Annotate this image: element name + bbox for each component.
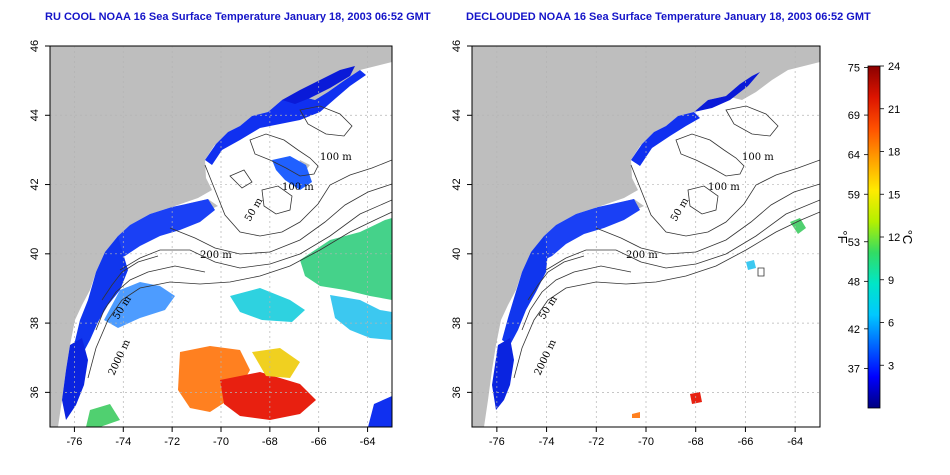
right-x-tick-label: -74: [539, 436, 555, 448]
right-east-green-sst: [790, 218, 806, 234]
right-sne-shelf-sst: [540, 199, 640, 262]
left-x-tick-label: -72: [164, 436, 180, 448]
colorbar-fahrenheit-tick-label: 64: [848, 150, 860, 162]
left-y-tick-label: 42: [29, 178, 41, 190]
colorbar-celsius-tick-label: 12: [888, 232, 900, 244]
right-x-tick-label: -72: [588, 436, 604, 448]
colorbar: 24 21 18 15 12 9 6 3 75 69 64 59 53 48 42 37 °F °C: [835, 61, 915, 409]
right-map-panel: 100 m 100 m 50 m 200 m 50 m 2000 m -76 -7…: [451, 40, 821, 448]
right-chesapeake-sst: [492, 338, 514, 410]
colorbar-celsius-tick-label: 24: [888, 61, 900, 73]
colorbar-fahrenheit-tick-label: 59: [848, 189, 860, 201]
left-chesapeake-sst: [62, 338, 88, 420]
left-grid: [50, 46, 392, 427]
left-gulfstream-red-sst: [220, 372, 316, 420]
right-gulf-of-maine-sst: [631, 112, 700, 166]
colorbar-celsius-tick-label: 18: [888, 147, 900, 159]
colorbar-celsius-label: °C: [900, 230, 915, 245]
right-y-tick-label: 42: [451, 178, 463, 190]
right-axes: -76 -74 -72 -70 -68 -66 -64 36 38 40 42 44 46: [451, 40, 803, 448]
right-east-cyan-sst: [746, 260, 756, 270]
left-axes: -76 -74 -72 -70 -68 -66 -64 36 38 40 42 44 46: [29, 40, 376, 448]
right-y-tick-label: 46: [451, 40, 463, 52]
left-slope-cyan-sst: [230, 288, 305, 322]
colorbar-fahrenheit-tick-label: 69: [848, 110, 860, 122]
right-x-tick-label: -70: [638, 436, 654, 448]
left-panel-title: RU COOL NOAA 16 Sea Surface Temperature …: [45, 11, 431, 23]
left-x-tick-label: -64: [360, 436, 376, 448]
right-contour-label-100m-a: 100 m: [742, 152, 774, 163]
right-bay-of-fundy-sst: [694, 72, 760, 112]
right-y-tick-label: 36: [451, 386, 463, 398]
right-y-tick-label: 40: [451, 248, 463, 260]
left-y-tick-label: 46: [29, 40, 41, 52]
left-map-panel: 100 m 100 m 50 m 200 m 50 m 2000 m -76 -7…: [29, 40, 393, 448]
left-x-tick-label: -76: [66, 436, 82, 448]
right-grid: [472, 46, 820, 427]
left-mab-mid-sst: [104, 282, 175, 328]
right-panel-title: DECLOUDED NOAA 16 Sea Surface Temperatur…: [466, 11, 871, 23]
right-x-tick-label: -66: [737, 436, 753, 448]
left-georges-sst: [272, 156, 312, 190]
left-gulf-of-maine-sst: [205, 70, 366, 165]
right-contour-label-100m-b: 100 m: [708, 182, 740, 193]
colorbar-celsius-tick-label: 6: [888, 318, 894, 330]
colorbar-gradient: [868, 66, 880, 408]
left-contour-label-100m-b: 100 m: [282, 182, 314, 193]
left-gulfstream-yellow-sst: [252, 348, 300, 378]
colorbar-celsius-tick-label: 15: [888, 189, 900, 201]
left-bay-of-fundy-sst: [282, 66, 355, 104]
colorbar-celsius-tick-label: 21: [888, 104, 900, 116]
left-x-tick-label: -68: [262, 436, 278, 448]
left-east-cyan-sst: [330, 295, 392, 340]
left-x-tick-label: -66: [311, 436, 327, 448]
right-contours: [513, 105, 820, 379]
right-y-tick-label: 38: [451, 317, 463, 329]
left-contour-label-200m: 200 m: [200, 250, 232, 261]
left-south-green-sst: [86, 404, 120, 427]
left-east-green-sst: [300, 218, 392, 300]
right-x-tick-label: -68: [688, 436, 704, 448]
right-mab-shelf-sst: [502, 236, 548, 345]
colorbar-fahrenheit-tick-label: 75: [848, 63, 860, 75]
colorbar-fahrenheit-tick-label: 48: [848, 276, 860, 288]
left-sne-shelf-sst: [112, 199, 215, 262]
colorbar-fahrenheit-tick-label: 37: [848, 363, 860, 375]
left-sst-patches: [62, 66, 392, 427]
left-y-tick-label: 44: [29, 109, 41, 121]
colorbar-celsius-tick-label: 9: [888, 275, 894, 287]
left-y-tick-label: 40: [29, 248, 41, 260]
right-contour-label-200m: 200 m: [626, 250, 658, 261]
left-x-tick-label: -74: [115, 436, 131, 448]
left-mab-shelf-sst: [74, 236, 128, 355]
left-contours: [87, 105, 392, 379]
colorbar-fahrenheit-label: °F: [835, 230, 850, 243]
left-x-tick-label: -70: [213, 436, 229, 448]
colorbar-ticks: 24 21 18 15 12 9 6 3 75 69 64 59 53 48 42 37: [848, 61, 901, 375]
colorbar-fahrenheit-tick-label: 53: [848, 237, 860, 249]
right-south-orange-sst: [632, 412, 640, 418]
colorbar-fahrenheit-tick-label: 42: [848, 324, 860, 336]
left-contour-label-100m-a: 100 m: [320, 152, 352, 163]
right-sst-patches: [492, 72, 806, 418]
left-south-blue-sst: [368, 396, 392, 427]
colorbar-celsius-tick-label: 3: [888, 360, 894, 372]
right-x-tick-label: -64: [787, 436, 803, 448]
left-y-tick-label: 36: [29, 386, 41, 398]
right-x-tick-label: -76: [489, 436, 505, 448]
left-y-tick-label: 38: [29, 317, 41, 329]
right-y-tick-label: 44: [451, 109, 463, 121]
